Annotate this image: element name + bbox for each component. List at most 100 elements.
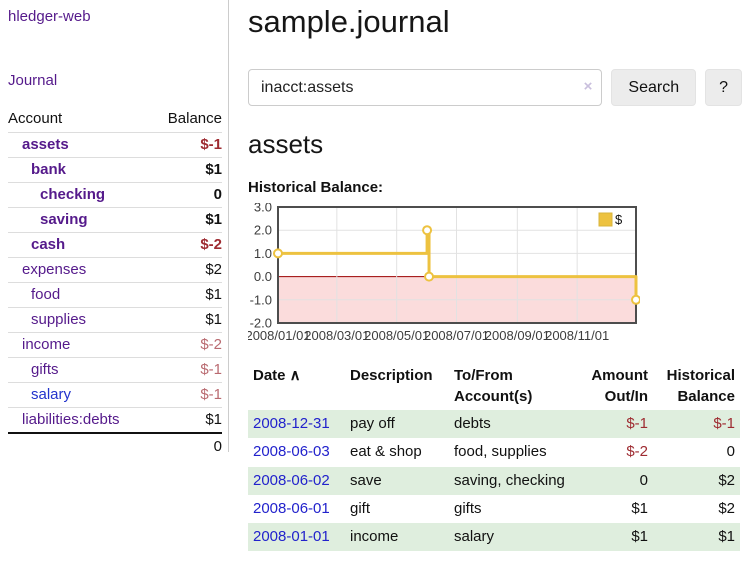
account-balance: $1 xyxy=(152,407,222,433)
account-link[interactable]: saving xyxy=(40,211,88,228)
nav-journal-link[interactable]: Journal xyxy=(8,72,58,89)
transaction-balance: $1 xyxy=(718,528,735,545)
sort-asc-icon[interactable]: ∧ xyxy=(285,367,301,384)
account-balance: $1 xyxy=(152,307,222,333)
help-button[interactable]: ? xyxy=(705,69,742,106)
account-name-cell: assets xyxy=(8,132,152,158)
accounts-header-row: Account Balance xyxy=(8,107,222,133)
y-tick-label: 0.0 xyxy=(254,269,272,284)
account-row: bank $1 xyxy=(8,157,222,183)
x-tick-label: 2008/07/01 xyxy=(424,328,489,343)
column-label: Amount xyxy=(591,367,648,384)
transaction-amount: $1 xyxy=(631,499,648,517)
search-button[interactable]: Search xyxy=(611,69,697,106)
transaction-balance: $2 xyxy=(718,471,735,489)
account-row: checking 0 xyxy=(8,182,222,208)
transaction-balance: 0 xyxy=(726,443,735,461)
account-row: supplies $1 xyxy=(8,307,222,333)
account-name-cell: food xyxy=(8,282,152,308)
y-tick-label: -2.0 xyxy=(250,316,272,331)
accounts-total-value: 0 xyxy=(152,432,222,459)
transaction-row: 2008-01-01 income salary $1 $1 xyxy=(248,523,740,552)
transaction-balance: $2 xyxy=(718,499,735,517)
x-tick-label: 2008/05/01 xyxy=(364,328,429,343)
y-tick-label: 2.0 xyxy=(254,223,272,238)
account-row: gifts $-1 xyxy=(8,357,222,383)
account-link[interactable]: salary xyxy=(31,386,72,403)
y-tick-label: 3.0 xyxy=(254,203,272,215)
account-link[interactable]: expenses xyxy=(22,261,87,278)
transaction-description: eat & shop xyxy=(350,443,422,461)
y-tick-label: 1.0 xyxy=(254,246,272,261)
account-name-cell: expenses xyxy=(8,257,152,283)
transaction-date-cell: 2008-12-31 xyxy=(248,410,345,438)
accounts-table: Account Balance assets $-1 bank $1 checking 0… xyxy=(8,107,222,459)
register-col-amount: Amount Out/In xyxy=(571,362,653,410)
account-name-cell: salary xyxy=(8,382,152,408)
account-row: food $1 xyxy=(8,282,222,308)
account-link[interactable]: supplies xyxy=(31,311,87,328)
column-label: Out/In xyxy=(604,388,648,405)
search-input[interactable] xyxy=(248,69,603,106)
x-tick-label: 2008/09/01 xyxy=(485,328,550,343)
accounts-total-row: 0 xyxy=(8,432,222,459)
register-col-description: Description xyxy=(345,362,449,410)
account-balance: $1 xyxy=(152,282,222,308)
x-tick-label: 2008/03/01 xyxy=(304,328,369,343)
register-body: 2008-12-31 pay off debts $-1 $-1 2008-06-03 ea… xyxy=(248,410,740,552)
transaction-accounts: gifts xyxy=(454,499,482,517)
column-label: Balance xyxy=(677,388,735,405)
register-table: Date ∧ Description To/From Account(s) Amount… xyxy=(248,362,740,552)
transaction-date-link[interactable]: 2008-12-31 xyxy=(253,415,330,432)
account-link[interactable]: checking xyxy=(40,186,106,203)
account-link[interactable]: income xyxy=(22,336,71,353)
transaction-row: 2008-06-01 gift gifts $1 $2 xyxy=(248,495,740,523)
search-box: × xyxy=(248,69,603,106)
transaction-date-cell: 2008-06-02 xyxy=(248,467,345,495)
transaction-amount: 0 xyxy=(639,471,648,489)
account-link[interactable]: food xyxy=(31,286,61,303)
transaction-date-link[interactable]: 2008-06-03 xyxy=(253,443,330,461)
register-col-historical: Historical Balance xyxy=(653,362,740,410)
transaction-description: gift xyxy=(350,499,371,517)
account-row: liabilities:debts $1 xyxy=(8,407,222,433)
register-col-date[interactable]: Date ∧ xyxy=(248,362,345,410)
register-header-row: Date ∧ Description To/From Account(s) Amount… xyxy=(248,362,740,410)
column-label: To/From xyxy=(454,367,513,384)
register-col-tofrom: To/From Account(s) xyxy=(449,362,571,410)
account-link[interactable]: cash xyxy=(31,236,66,253)
account-balance: $-1 xyxy=(152,357,222,383)
account-link[interactable]: liabilities:debts xyxy=(22,411,120,428)
account-name-cell: bank xyxy=(8,157,152,183)
account-link[interactable]: bank xyxy=(31,161,67,178)
account-name-cell: cash xyxy=(8,232,152,258)
account-link[interactable]: gifts xyxy=(31,361,59,378)
transaction-amount: $-1 xyxy=(626,415,648,432)
transaction-date-link[interactable]: 2008-06-02 xyxy=(253,471,330,489)
x-tick-label: 2008/01/01 xyxy=(248,328,311,343)
data-point-marker xyxy=(424,271,435,282)
data-point-marker xyxy=(422,225,433,236)
transaction-accounts: saving, checking xyxy=(454,471,565,489)
transaction-row: 2008-06-02 save saving, checking 0 $2 xyxy=(248,466,740,495)
accounts-header-balance: Balance xyxy=(167,110,222,127)
account-row: cash $-2 xyxy=(8,232,222,258)
transaction-row: 2008-12-31 pay off debts $-1 $-1 xyxy=(248,410,740,439)
legend-label: $ xyxy=(615,212,623,227)
account-row: assets $-1 xyxy=(8,132,222,158)
brand-link[interactable]: hledger-web xyxy=(8,8,91,25)
transaction-description: income xyxy=(350,528,399,545)
account-balance: 0 xyxy=(152,182,222,208)
data-point-marker xyxy=(631,294,640,305)
clear-search-icon[interactable]: × xyxy=(583,78,593,95)
transaction-balance: $-1 xyxy=(713,415,735,432)
transaction-description: pay off xyxy=(350,415,395,432)
historical-balance-chart: 3.0 2.0 1.0 0.0 -1.0 -2.02008/01/012008/03/01… xyxy=(248,203,640,343)
transaction-date-link[interactable]: 2008-01-01 xyxy=(253,528,330,545)
transaction-date-cell: 2008-01-01 xyxy=(248,523,345,551)
account-name-cell: liabilities:debts xyxy=(8,407,152,433)
transaction-date-link[interactable]: 2008-06-01 xyxy=(253,499,330,517)
sidebar: hledger-web Journal Account Balance asse… xyxy=(0,0,229,459)
account-row: income $-2 xyxy=(8,332,222,358)
account-link[interactable]: assets xyxy=(22,136,69,153)
